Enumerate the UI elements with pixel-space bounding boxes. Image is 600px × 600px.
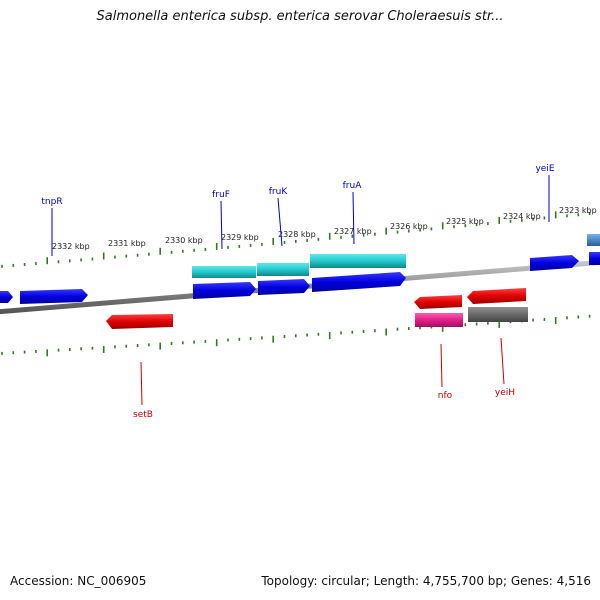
gene-feature[interactable] bbox=[468, 307, 528, 322]
gene-callouts bbox=[51, 175, 550, 406]
gene-labels: tnpR fruF fruK fruA yeiE setB nfo yeiH bbox=[41, 164, 554, 420]
gene-feature[interactable] bbox=[589, 252, 600, 265]
gene-label[interactable]: yeiE bbox=[535, 164, 554, 174]
tick-label: 2328 kbp bbox=[278, 230, 316, 239]
tick-label: 2331 kbp bbox=[108, 239, 146, 248]
callout-line bbox=[440, 343, 443, 388]
gene-label[interactable]: fruK bbox=[269, 187, 289, 197]
gene-feature[interactable] bbox=[587, 234, 600, 246]
gene-arrow-fruK[interactable] bbox=[258, 279, 310, 295]
gene-track-forward bbox=[0, 272, 406, 304]
tick-label: 2325 kbp bbox=[446, 217, 484, 226]
tick-row-outer bbox=[1, 211, 591, 268]
map-title: Salmonella enterica subsp. enterica sero… bbox=[96, 9, 504, 24]
cds-feature[interactable] bbox=[192, 266, 256, 278]
callout-line bbox=[220, 200, 223, 250]
gene-arrow-yeiE[interactable] bbox=[530, 255, 579, 271]
tick-label: 2324 kbp bbox=[503, 212, 541, 221]
kbp-labels: 2332 kbp 2331 kbp 2330 kbp 2329 kbp 2328… bbox=[52, 206, 597, 251]
callout-line bbox=[140, 361, 143, 406]
gene-arrow-fruF[interactable] bbox=[193, 282, 256, 299]
gene-arrow-tnpR[interactable] bbox=[20, 289, 88, 304]
tick-label: 2332 kbp bbox=[52, 242, 90, 251]
accession-label: Accession: NC_006905 bbox=[10, 574, 147, 588]
gene-arrow[interactable] bbox=[0, 291, 13, 303]
callout-line bbox=[277, 197, 283, 247]
gene-label[interactable]: fruF bbox=[212, 190, 230, 200]
gene-track-reverse bbox=[106, 288, 528, 329]
tick-label: 2327 kbp bbox=[334, 227, 372, 236]
gene-arrow-yeiH[interactable] bbox=[467, 288, 526, 304]
gene-label[interactable]: fruA bbox=[343, 181, 363, 191]
gene-arrow-setB[interactable] bbox=[106, 314, 173, 329]
gene-label[interactable]: nfo bbox=[438, 391, 453, 401]
cds-feature[interactable] bbox=[257, 263, 309, 276]
genome-stats-label: Topology: circular; Length: 4,755,700 bp… bbox=[261, 574, 591, 588]
gene-arrow-fruA[interactable] bbox=[312, 272, 406, 292]
gene-label[interactable]: yeiH bbox=[495, 388, 515, 398]
tick-label: 2326 kbp bbox=[390, 222, 428, 231]
gene-arrow-nfo[interactable] bbox=[414, 295, 462, 309]
tick-label: 2330 kbp bbox=[165, 236, 203, 245]
cds-track-outer bbox=[192, 234, 600, 278]
callout-line bbox=[352, 191, 355, 245]
callout-line bbox=[500, 337, 505, 385]
tick-label: 2323 kbp bbox=[559, 206, 597, 215]
gene-label[interactable]: tnpR bbox=[41, 197, 62, 207]
gene-label[interactable]: setB bbox=[133, 410, 153, 420]
gene-feature[interactable] bbox=[415, 313, 463, 327]
tick-label: 2329 kbp bbox=[221, 233, 259, 242]
cds-feature[interactable] bbox=[310, 254, 406, 268]
